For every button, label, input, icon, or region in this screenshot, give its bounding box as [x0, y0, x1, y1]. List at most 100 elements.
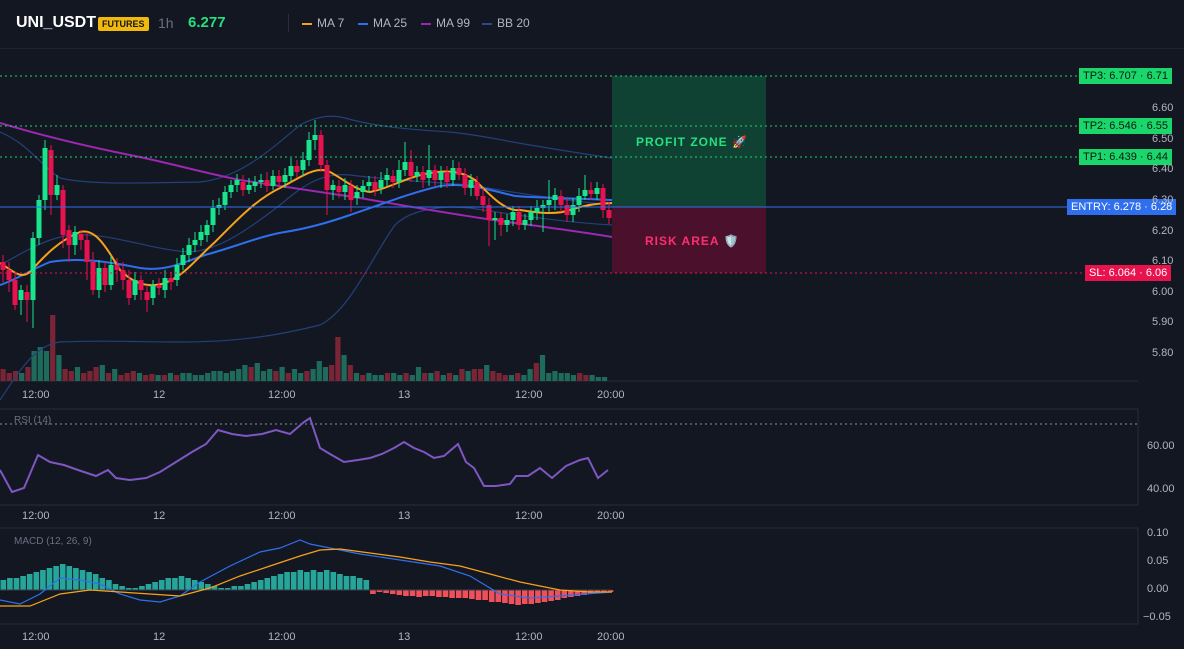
candle-body[interactable] [270, 176, 276, 186]
candle-body[interactable] [180, 255, 186, 265]
candle-body[interactable] [168, 278, 174, 282]
candle-body[interactable] [330, 185, 336, 190]
candle-body[interactable] [318, 135, 324, 165]
candle-body[interactable] [288, 166, 294, 176]
candle-body[interactable] [564, 205, 570, 215]
candle-body[interactable] [492, 218, 498, 220]
candle-body[interactable] [528, 212, 534, 220]
candle-body[interactable] [222, 192, 228, 205]
candle-body[interactable] [300, 160, 306, 170]
candle-body[interactable] [336, 186, 342, 192]
candle-body[interactable] [366, 182, 372, 186]
candle-body[interactable] [354, 192, 360, 198]
candle-body[interactable] [570, 205, 576, 215]
candle-body[interactable] [462, 175, 468, 188]
candle-body[interactable] [42, 148, 48, 200]
legend-bb20[interactable]: BB 20 [482, 16, 530, 30]
candle-body[interactable] [96, 268, 102, 290]
candle-body[interactable] [162, 278, 168, 290]
candle-body[interactable] [432, 170, 438, 180]
candle-body[interactable] [24, 292, 30, 300]
candle-body[interactable] [444, 172, 450, 182]
candle-body[interactable] [0, 262, 6, 270]
candle-body[interactable] [48, 150, 54, 195]
candle-body[interactable] [294, 166, 300, 172]
candle-body[interactable] [516, 212, 522, 225]
legend-ma25[interactable]: MA 25 [358, 16, 407, 30]
candle-body[interactable] [588, 190, 594, 194]
candle-body[interactable] [600, 188, 606, 210]
candle-body[interactable] [258, 180, 264, 182]
candle-body[interactable] [510, 212, 516, 220]
candlesticks[interactable] [0, 120, 612, 328]
rsi-title[interactable]: RSI (14) [14, 415, 52, 426]
candle-body[interactable] [126, 280, 132, 298]
candle-body[interactable] [306, 140, 312, 160]
candle-body[interactable] [480, 196, 486, 205]
candle-body[interactable] [240, 182, 246, 190]
candle-body[interactable] [228, 185, 234, 192]
candle-body[interactable] [144, 292, 150, 300]
candle-body[interactable] [138, 280, 144, 290]
candle-body[interactable] [552, 195, 558, 200]
candle-body[interactable] [360, 186, 366, 192]
candle-body[interactable] [474, 182, 480, 196]
candle-body[interactable] [342, 185, 348, 192]
candle-body[interactable] [606, 210, 612, 218]
candle-body[interactable] [504, 220, 510, 225]
candle-body[interactable] [594, 188, 600, 194]
candle-body[interactable] [408, 162, 414, 176]
candle-body[interactable] [402, 162, 408, 170]
candle-body[interactable] [36, 200, 42, 238]
candle-body[interactable] [12, 280, 18, 305]
candle-body[interactable] [264, 180, 270, 186]
candle-body[interactable] [546, 200, 552, 205]
candle-body[interactable] [156, 285, 162, 288]
tp3-label[interactable]: TP3: 6.707 · 6.71 [1079, 68, 1172, 84]
candle-body[interactable] [324, 165, 330, 190]
candle-body[interactable] [84, 240, 90, 262]
candle-body[interactable] [204, 225, 210, 235]
candle-body[interactable] [132, 280, 138, 295]
candle-body[interactable] [234, 180, 240, 185]
candle-body[interactable] [390, 176, 396, 182]
candle-body[interactable] [102, 268, 108, 285]
candle-body[interactable] [348, 186, 354, 200]
candle-body[interactable] [192, 240, 198, 245]
candle-body[interactable] [54, 185, 60, 195]
candle-body[interactable] [486, 205, 492, 220]
candle-body[interactable] [120, 270, 126, 280]
candle-body[interactable] [210, 208, 216, 225]
candle-body[interactable] [246, 185, 252, 190]
candle-body[interactable] [252, 182, 258, 186]
candle-body[interactable] [78, 234, 84, 240]
candle-body[interactable] [6, 270, 12, 280]
candle-body[interactable] [276, 176, 282, 182]
candle-body[interactable] [414, 172, 420, 176]
candle-body[interactable] [522, 220, 528, 225]
symbol-name[interactable]: UNI_USDT [16, 14, 97, 31]
candle-body[interactable] [90, 262, 96, 290]
candle-body[interactable] [108, 265, 114, 285]
candle-body[interactable] [198, 232, 204, 240]
timeframe-label[interactable]: 1h [158, 15, 174, 31]
candle-body[interactable] [66, 230, 72, 245]
candle-body[interactable] [576, 196, 582, 205]
candle-body[interactable] [558, 196, 564, 205]
candle-body[interactable] [396, 170, 402, 182]
legend-ma99[interactable]: MA 99 [421, 16, 470, 30]
tp2-label[interactable]: TP2: 6.546 · 6.55 [1079, 118, 1172, 134]
candle-body[interactable] [426, 170, 432, 178]
tp1-label[interactable]: TP1: 6.439 · 6.44 [1079, 149, 1172, 165]
candle-body[interactable] [378, 180, 384, 188]
candle-body[interactable] [186, 245, 192, 255]
entry-label[interactable]: ENTRY: 6.278 · 6.28 [1067, 199, 1177, 215]
candle-body[interactable] [498, 218, 504, 225]
candle-body[interactable] [18, 290, 24, 300]
candle-body[interactable] [582, 190, 588, 196]
candle-body[interactable] [312, 135, 318, 140]
macd-title[interactable]: MACD (12, 26, 9) [14, 536, 92, 547]
legend-ma7[interactable]: MA 7 [302, 16, 344, 30]
sl-label[interactable]: SL: 6.064 · 6.06 [1085, 265, 1172, 281]
